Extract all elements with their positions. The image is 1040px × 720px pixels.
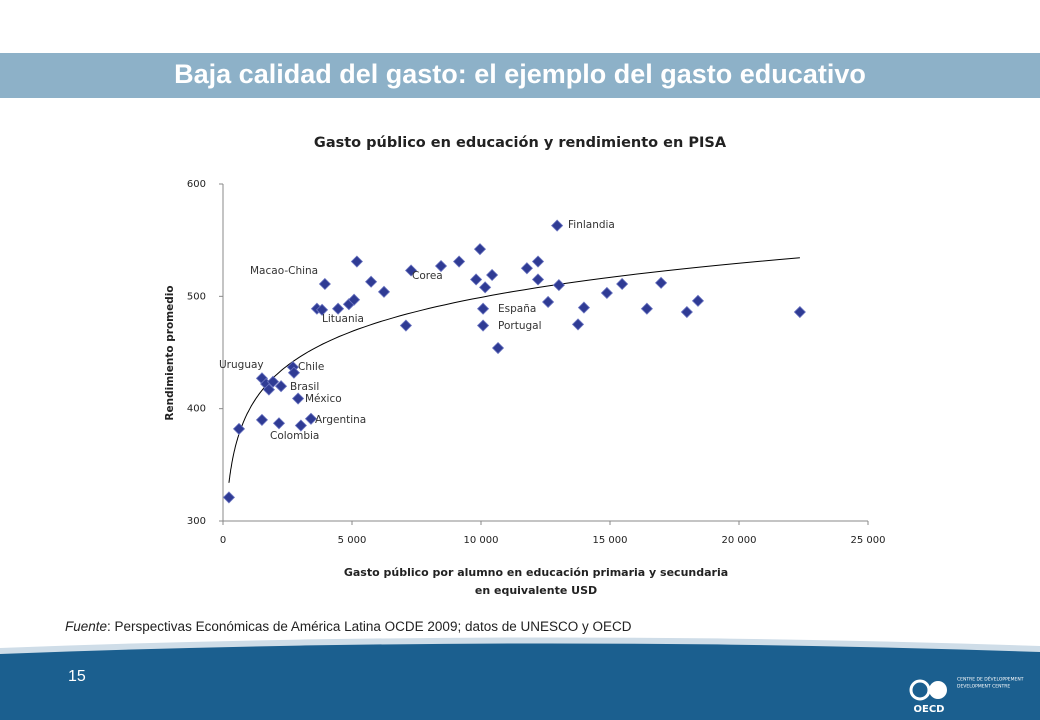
- point: [434, 259, 448, 273]
- point: [616, 277, 629, 291]
- point: [571, 318, 585, 331]
- annotation: México: [305, 393, 342, 405]
- point: [405, 264, 418, 277]
- point: [232, 422, 246, 435]
- point: [552, 279, 565, 292]
- point: [399, 319, 412, 332]
- point: [691, 294, 705, 307]
- point: [655, 276, 668, 289]
- annotation: Lituania: [322, 313, 364, 325]
- source: Fuente: Perspectivas Económicas de Améri…: [65, 619, 632, 634]
- slide-title: Baja calidad del gasto: el ejemplo del g…: [174, 59, 866, 89]
- annotation: Finlandia: [568, 219, 615, 231]
- annotation: Brasil: [290, 381, 319, 393]
- annotation: Colombia: [270, 430, 319, 442]
- point: [294, 419, 307, 432]
- trendline: [228, 257, 800, 483]
- point: [520, 262, 533, 275]
- x-axis-label: Gasto público por alumno en educación pr…: [344, 566, 728, 579]
- source-text: : Perspectivas Económicas de América Lat…: [107, 619, 632, 634]
- header-band: [0, 53, 1040, 98]
- point: [304, 412, 318, 425]
- point: [332, 302, 345, 315]
- point: [292, 392, 305, 405]
- point: [479, 281, 492, 294]
- x-tick-label: 25 000: [851, 535, 886, 546]
- y-tick-label: 500: [187, 291, 206, 302]
- point: [287, 366, 301, 379]
- point: [640, 302, 653, 315]
- x-tick-label: 20 000: [722, 535, 757, 546]
- page-number: 15: [68, 668, 86, 685]
- y-tick-label: 600: [187, 179, 206, 190]
- point: [542, 295, 555, 309]
- logo: OECD CENTRE DE DÉVELOPPEMENT DEVELOPMENT…: [909, 675, 1024, 715]
- annotation: Chile: [298, 361, 324, 373]
- x-tick-label: 0: [220, 535, 226, 546]
- x-axis-label: en equivalente USD: [475, 584, 597, 597]
- logo-fr: CENTRE DE DÉVELOPPEMENT: [957, 675, 1024, 683]
- annotation: Uruguay: [219, 359, 264, 371]
- footer-band: [0, 643, 1040, 720]
- point: [266, 375, 280, 388]
- logo-text: OECD: [914, 704, 945, 715]
- annotation: España: [498, 303, 536, 315]
- point: [272, 417, 286, 430]
- point: [453, 255, 466, 268]
- point: [577, 301, 591, 314]
- annotation: Portugal: [498, 320, 542, 332]
- y-tick-label: 400: [187, 404, 206, 415]
- point: [377, 285, 391, 298]
- annotation: Macao-China: [250, 265, 318, 277]
- x-tick-label: 5 000: [338, 535, 367, 546]
- point: [551, 219, 564, 232]
- point: [274, 380, 288, 393]
- point: [476, 319, 490, 332]
- point: [470, 273, 483, 286]
- x-tick-label: 15 000: [593, 535, 628, 546]
- annotation: Argentina: [315, 414, 366, 426]
- point: [222, 491, 235, 504]
- logo-en: DEVELOPMENT CENTRE: [957, 684, 1010, 690]
- point: [600, 286, 613, 300]
- point: [365, 275, 378, 288]
- point: [347, 293, 361, 306]
- point: [680, 305, 693, 319]
- y-axis-label: Rendimiento promedio: [164, 285, 176, 420]
- point: [316, 303, 329, 316]
- point: [531, 255, 545, 268]
- y-tick-label: 300: [187, 516, 206, 527]
- logo-disc: [929, 681, 947, 699]
- annotation: Corea: [412, 270, 443, 282]
- point: [350, 255, 363, 268]
- chart-title: Gasto público en educación y rendimiento…: [314, 135, 727, 151]
- point: [476, 302, 490, 315]
- point: [491, 341, 505, 355]
- point: [531, 273, 545, 286]
- point: [318, 277, 331, 291]
- point: [473, 243, 487, 256]
- point: [262, 383, 275, 396]
- point: [255, 413, 269, 426]
- point: [486, 268, 499, 282]
- source-label: Fuente: [65, 619, 107, 634]
- point: [793, 305, 806, 319]
- x-tick-label: 10 000: [464, 535, 499, 546]
